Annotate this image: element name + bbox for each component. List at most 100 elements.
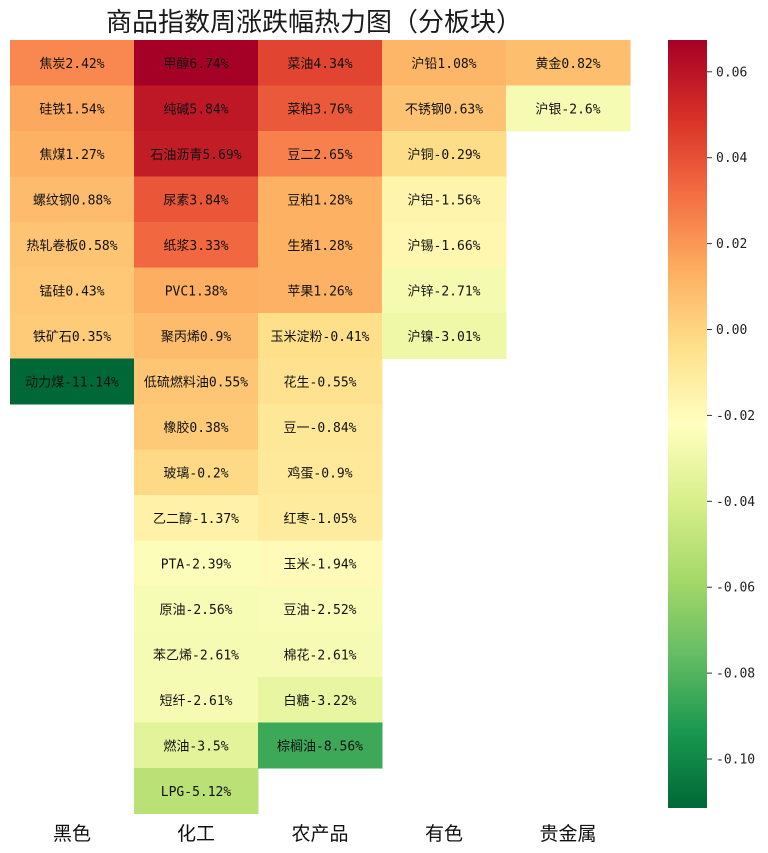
cell-label: 尿素3.84% — [163, 193, 228, 208]
heatmap-cell — [134, 85, 259, 132]
cell-label: 沪铜-0.29% — [408, 147, 481, 163]
heatmap-cell — [258, 404, 383, 450]
cell-label: 白糖-3.22% — [284, 693, 357, 709]
cell-label: 焦炭2.42% — [39, 57, 104, 72]
heatmap-cell — [258, 85, 383, 132]
cell-label: 硅铁1.54% — [39, 102, 104, 117]
heatmap-cell — [258, 722, 383, 769]
colorbar-tick-label: -0.06 — [716, 581, 755, 596]
cell-label: 棕榈油-8.56% — [277, 739, 363, 754]
heatmap-cell — [134, 222, 259, 268]
heatmap-cell — [10, 358, 135, 405]
heatmap-cell — [258, 40, 383, 86]
cell-label: 菜粕3.76% — [287, 102, 352, 117]
heatmap-cell — [134, 631, 259, 678]
heatmap-cell — [10, 267, 135, 314]
heatmap-cell — [134, 540, 259, 587]
heatmap-cell — [258, 176, 383, 223]
column-label: 贵金属 — [539, 823, 596, 845]
heatmap-cell — [134, 176, 259, 223]
cell-label: 纸浆3.33% — [163, 239, 228, 254]
cell-label: 纯碱5.84% — [163, 102, 228, 117]
colorbar-tick-label: -0.02 — [716, 409, 755, 424]
cell-label: 生猪1.28% — [287, 239, 352, 254]
heatmap-cell — [506, 40, 631, 86]
column-label: 有色 — [425, 823, 463, 845]
cell-label: 原油-2.56% — [160, 603, 233, 618]
heatmap-cell — [258, 449, 383, 496]
heatmap-cell — [10, 313, 135, 359]
heatmap-cell — [258, 222, 383, 268]
cell-label: 红枣-1.05% — [284, 511, 357, 527]
cell-label: 沪铝-1.56% — [408, 192, 481, 208]
colorbar-tick-label: 0.00 — [716, 323, 747, 338]
colorbar-gradient — [668, 40, 707, 808]
colorbar-ticks: 0.06 0.04 0.02 0.00 -0.02 -0.04 -0.06 -0.08 -0.1… — [707, 65, 755, 768]
colorbar-tick-label: 0.04 — [716, 151, 747, 166]
cell-label: 燃油-3.5% — [163, 738, 228, 754]
heatmap-cell — [258, 586, 383, 632]
cell-label: 玉米-1.94% — [284, 557, 357, 572]
heatmap-cell — [258, 313, 383, 359]
heatmap-cell — [134, 768, 259, 814]
heatmap-cell — [258, 358, 383, 405]
heatmap-cell — [382, 85, 507, 132]
heatmap-cell — [382, 40, 507, 86]
heatmap-cell — [134, 40, 259, 86]
colorbar: 0.06 0.04 0.02 0.00 -0.02 -0.04 -0.06 -0.08 -0.1… — [668, 40, 755, 808]
cell-label: 动力煤-11.14% — [25, 375, 119, 390]
column-label: 农产品 — [291, 823, 348, 845]
cell-label: 甲醇6.74% — [163, 56, 228, 72]
heatmap-cell — [258, 267, 383, 314]
column-labels: 黑色 化工 农产品 有色 贵金属 — [53, 823, 597, 845]
heatmap-cell — [258, 631, 383, 678]
cell-label: 豆油-2.52% — [284, 603, 357, 618]
heatmap-cell — [134, 722, 259, 769]
cell-label: 不锈钢0.63% — [405, 102, 483, 117]
cell-label: 沪锌-2.71% — [408, 283, 481, 299]
cell-label: 苯乙烯-2.61% — [153, 648, 239, 663]
heatmap-cell — [134, 677, 259, 723]
cell-label: PTA-2.39% — [161, 557, 232, 572]
heatmap-cell — [134, 267, 259, 314]
heatmap-cell — [382, 176, 507, 223]
heatmap-cell — [382, 313, 507, 359]
cell-label: 沪镍-3.01% — [408, 329, 481, 345]
cell-label: LPG-5.12% — [161, 785, 232, 800]
heatmap-cell — [10, 40, 135, 86]
cell-label: 螺纹钢0.88% — [33, 193, 111, 208]
heatmap-cell — [382, 222, 507, 268]
heatmap-cell — [134, 495, 259, 541]
heatmap-cell — [134, 358, 259, 405]
cell-label: 玉米淀粉-0.41% — [271, 330, 370, 345]
column-label: 黑色 — [53, 823, 91, 845]
heatmap-cells: 焦炭2.42% 硅铁1.54% 焦煤1.27% 螺纹钢0.88% 热轧卷板0.58% 锰硅… — [10, 40, 631, 814]
cell-label: 热轧卷板0.58% — [26, 238, 117, 254]
heatmap-cell — [258, 677, 383, 723]
cell-label: 黄金0.82% — [535, 56, 600, 72]
heatmap-cell — [134, 313, 259, 359]
heatmap-cell — [258, 131, 383, 177]
heatmap-cell — [10, 222, 135, 268]
heatmap-cell — [258, 495, 383, 541]
colorbar-tick-label: -0.04 — [716, 495, 755, 510]
column-label: 化工 — [177, 823, 215, 845]
cell-label: 苹果1.26% — [287, 284, 352, 299]
heatmap-cell — [134, 449, 259, 496]
heatmap-cell — [134, 131, 259, 177]
cell-label: 石油沥青5.69% — [150, 148, 241, 163]
cell-label: 短纤-2.61% — [160, 694, 233, 709]
colorbar-tick-label: 0.06 — [716, 65, 747, 80]
cell-label: 低硫燃料油0.55% — [144, 374, 248, 390]
cell-label: 棉花-2.61% — [284, 647, 357, 663]
heatmap-cell — [10, 131, 135, 177]
heatmap-cell — [10, 176, 135, 223]
heatmap-cell — [134, 586, 259, 632]
cell-label: 豆一-0.84% — [284, 421, 357, 436]
heatmap-cell — [382, 131, 507, 177]
cell-label: 锰硅0.43% — [39, 284, 104, 299]
cell-label: PVC1.38% — [165, 284, 228, 299]
colorbar-tick-label: 0.02 — [716, 237, 747, 252]
colorbar-tick-label: -0.08 — [716, 667, 755, 682]
cell-label: 铁矿石0.35% — [33, 330, 111, 345]
